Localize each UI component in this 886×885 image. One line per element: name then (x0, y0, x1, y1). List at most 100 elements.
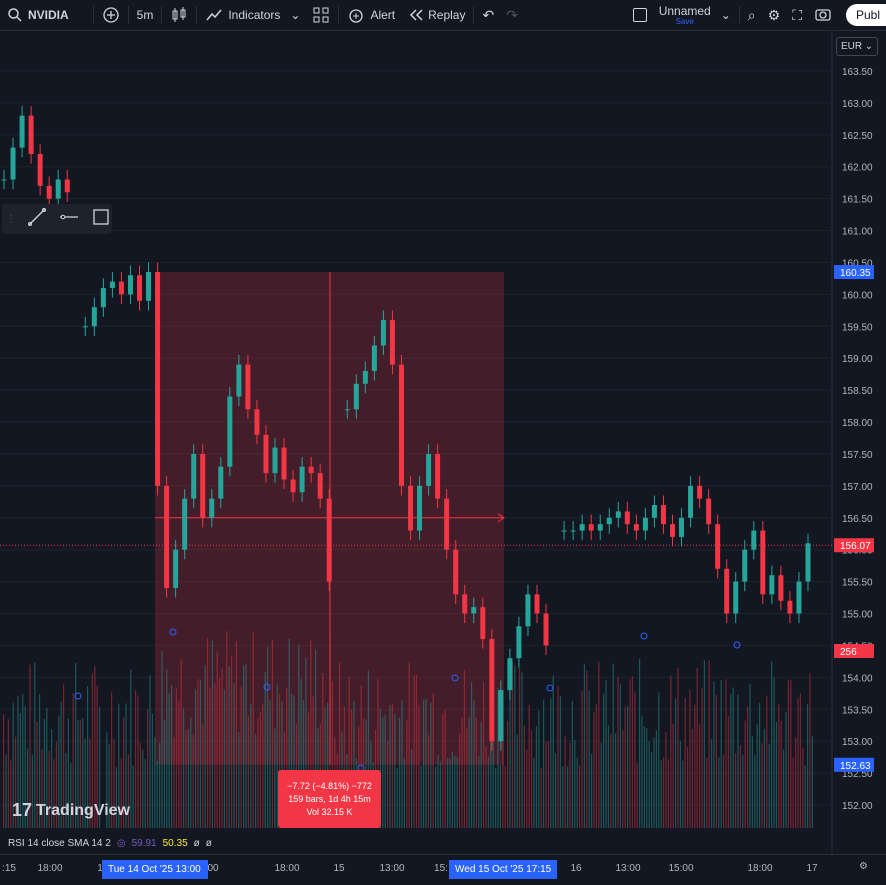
volume-bar (679, 740, 681, 828)
gear-icon[interactable]: ⚙ (859, 861, 868, 872)
volume-bar (257, 717, 259, 828)
volume-bar (223, 689, 225, 828)
publish-button[interactable]: Publ (845, 4, 886, 26)
candle-body (787, 600, 793, 614)
candle-body (182, 498, 188, 550)
replay-button[interactable]: Replay (401, 0, 471, 31)
volume-bar (288, 638, 290, 828)
volume-bar (511, 661, 513, 828)
price-tick: 160.50 (842, 258, 873, 269)
fullscreen-button[interactable]: ⛶ (786, 0, 808, 31)
symbol-search-button[interactable]: NVIDIA (0, 0, 75, 31)
volume-bar (593, 712, 595, 828)
volume-bar (461, 717, 463, 828)
tradingview-logo: 17 TradingView (12, 800, 130, 821)
volume-bar (82, 718, 84, 828)
volume-bar (192, 734, 194, 828)
volume-bar (75, 662, 77, 828)
volume-bar (406, 720, 408, 828)
compare-symbol-button[interactable] (96, 0, 126, 31)
volume-bar (783, 749, 785, 828)
candle-body (389, 319, 395, 365)
volume-bar (495, 767, 497, 828)
volume-bar (240, 686, 242, 828)
chart-type-button[interactable] (164, 0, 194, 31)
interval-button[interactable]: 5m (136, 8, 154, 22)
volume-bar (281, 701, 283, 828)
volume-bar (605, 680, 607, 828)
volume-bar (475, 717, 477, 828)
volume-bar (84, 738, 86, 828)
signal-marker (169, 628, 177, 636)
volume-bar (732, 687, 734, 828)
volume-bar (108, 744, 110, 828)
trend-line-icon[interactable] (26, 206, 48, 233)
volume-bar (581, 690, 583, 828)
volume-bar (811, 735, 813, 828)
volume-bar (39, 694, 41, 828)
candle-body (697, 485, 703, 499)
price-tick: 161.50 (842, 195, 873, 206)
currency-selector[interactable]: EUR ⌄ (836, 37, 878, 56)
volume-bar (238, 732, 240, 828)
layouts-button[interactable] (306, 0, 336, 31)
chart-canvas[interactable]: 163.50 163.00 162.50 162.00 161.50 161.00 160.… (0, 31, 886, 854)
candle-body (272, 447, 278, 474)
volume-bar (622, 730, 624, 828)
price-tick: 163.00 (842, 99, 873, 110)
drawing-toolbar: ⋮ (2, 204, 112, 234)
candle-body (362, 370, 368, 384)
volume-bar (528, 704, 530, 828)
indicators-button[interactable]: Indicators ⌄ (199, 0, 306, 31)
volume-bar (643, 726, 645, 828)
price-tag (834, 644, 874, 658)
volume-bar (521, 672, 523, 828)
volume-bar (214, 683, 216, 828)
layout-toggle-button[interactable] (627, 0, 653, 31)
volume-bar (360, 685, 362, 828)
volume-bar (161, 651, 163, 828)
volume-bar (51, 729, 53, 828)
undo-button[interactable]: ↶ (476, 0, 500, 31)
chevron-down-icon: ⌄ (720, 8, 731, 22)
volume-bar (396, 767, 398, 828)
volume-bar (123, 717, 125, 828)
volume-bar (27, 748, 29, 828)
quick-search-button[interactable]: ⌕ (742, 0, 762, 31)
volume-bar (473, 700, 475, 828)
rectangle-icon[interactable] (90, 206, 112, 233)
volume-bar (435, 766, 437, 828)
candle-body (597, 524, 603, 531)
volume-bar (149, 675, 151, 828)
candle-body (64, 179, 70, 193)
candle-body (516, 626, 522, 659)
alert-button[interactable]: Alert (341, 0, 401, 31)
price-tag-label: 256 (840, 647, 857, 658)
volume-bar (135, 690, 137, 828)
volume-bar (211, 640, 213, 828)
candle-body (326, 498, 332, 582)
signal-marker (733, 641, 741, 649)
volume-bar (504, 766, 506, 828)
drag-handle-icon[interactable]: ⋮ (6, 213, 16, 225)
layout-name-button[interactable]: Unnamed Save ⌄ (653, 0, 737, 31)
volume-bar (99, 707, 101, 828)
volume-bar (420, 765, 422, 828)
redo-button[interactable]: ↷ (500, 0, 524, 31)
volume-bar (523, 725, 525, 828)
volume-bar (715, 694, 717, 828)
volume-bar (703, 660, 705, 828)
time-tick: 18:00 (37, 863, 63, 874)
settings-button[interactable]: ⚙ (762, 0, 787, 31)
volume-bar (612, 663, 614, 828)
volume-bar (535, 726, 537, 828)
volume-bar (79, 719, 81, 828)
volume-bar (147, 708, 149, 828)
volume-bar (696, 668, 698, 828)
indicator-name[interactable]: RSI 14 close SMA 14 2 (8, 837, 111, 849)
volume-bar (749, 684, 751, 828)
snapshot-button[interactable] (808, 0, 838, 31)
plus-circle-icon (102, 6, 120, 24)
horizontal-line-icon[interactable] (58, 206, 80, 233)
time-axis[interactable]: :15 18:00 1 00 18:00 15 13:00 15: 16 13:… (0, 854, 886, 885)
